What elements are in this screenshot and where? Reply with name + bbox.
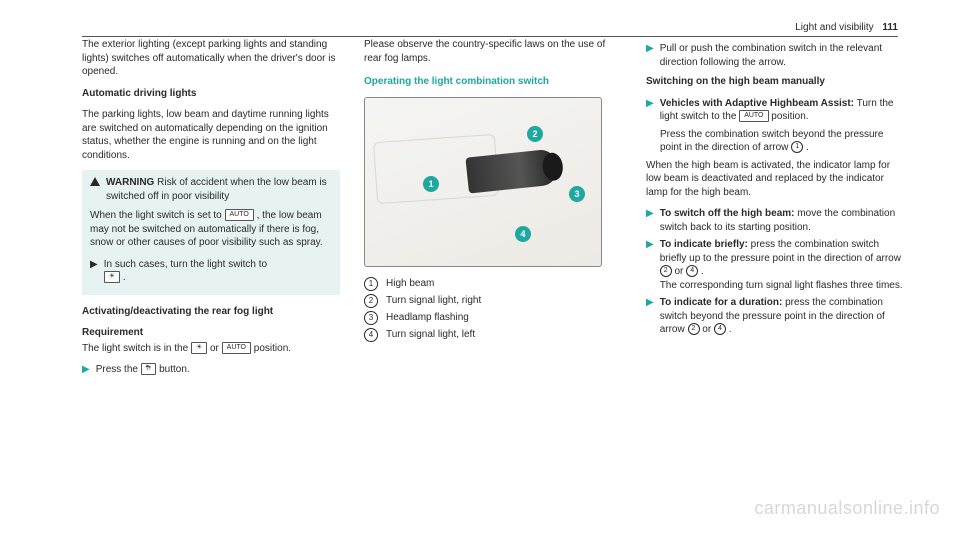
req-or: or <box>210 343 222 354</box>
step-press-beyond-text: Press the combination switch beyond the … <box>660 128 904 155</box>
s5-bold: To indicate briefly: <box>660 239 748 250</box>
auto-icon: AUTO <box>225 209 254 221</box>
heading-combination-switch: Operating the light combination switch <box>364 75 622 89</box>
s5-or: or <box>674 266 686 277</box>
s5-b: . <box>701 266 704 277</box>
warning-lead: WARNING <box>106 177 154 188</box>
s6-b: . <box>729 324 732 335</box>
step-indicate-brief: ▶ To indicate briefly: press the combina… <box>646 238 904 292</box>
legend-num-4: 4 <box>364 328 378 342</box>
req-b: position. <box>254 343 291 354</box>
callout-4: 4 <box>515 226 531 242</box>
heading-auto-driving-lights: Automatic driving lights <box>82 87 340 101</box>
inline-ref-2: 2 <box>660 265 672 277</box>
legend-num-3: 3 <box>364 311 378 325</box>
step-adaptive-text: Vehicles with Adaptive Highbeam Assist: … <box>660 97 904 124</box>
step-arrow-icon: ▶ <box>646 238 654 292</box>
combination-switch-diagram: 1 2 3 4 <box>364 97 602 267</box>
header-section: Light and visibility <box>795 22 873 33</box>
auto-icon: AUTO <box>222 342 251 354</box>
press-button-text: Press the ⛈ button. <box>96 363 190 377</box>
country-laws-text: Please observe the country-specific laws… <box>364 38 622 65</box>
inline-ref-4: 4 <box>714 323 726 335</box>
watermark: carmanualsonline.info <box>754 498 940 519</box>
legend-label-4: Turn signal light, left <box>386 328 475 342</box>
warning-box: WARNING Risk of accident when the low be… <box>82 170 340 295</box>
legend-4: 4 Turn signal light, left <box>364 328 622 342</box>
step-switch-off: ▶ To switch off the high beam: move the … <box>646 207 904 234</box>
callout-3: 3 <box>569 186 585 202</box>
s5-tail: The corresponding turn signal light flas… <box>660 280 903 291</box>
inline-ref-2: 2 <box>688 323 700 335</box>
step-arrow-icon: ▶ <box>90 258 98 285</box>
step-adaptive-assist: ▶ Vehicles with Adaptive Highbeam Assist… <box>646 97 904 124</box>
heading-requirement: Requirement <box>82 326 340 340</box>
warn-step-a: In such cases, turn the light switch to <box>104 259 267 270</box>
s3-a: Press the combination switch beyond the … <box>660 129 883 154</box>
inline-ref-4: 4 <box>686 265 698 277</box>
column-1: The exterior lighting (except parking li… <box>82 38 340 381</box>
legend-2: 2 Turn signal light, right <box>364 294 622 308</box>
s2-b: position. <box>771 111 808 122</box>
callout-2: 2 <box>527 126 543 142</box>
req-a: The light switch is in the <box>82 343 191 354</box>
step-press-beyond: Press the combination switch beyond the … <box>660 128 904 155</box>
step-arrow-icon: ▶ <box>646 97 654 124</box>
intro-text: The exterior lighting (except parking li… <box>82 38 340 79</box>
s6-bold: To indicate for a duration: <box>660 297 783 308</box>
header-page-number: 111 <box>882 22 898 33</box>
s4-bold: To switch off the high beam: <box>660 208 795 219</box>
rearfog-icon: ⛈ <box>141 363 157 375</box>
warning-title-line: WARNING Risk of accident when the low be… <box>106 176 332 203</box>
heading-rear-fog: Activating/deactivating the rear fog lig… <box>82 305 340 319</box>
warning-triangle-icon <box>90 177 100 186</box>
warn-step-b: . <box>123 272 126 283</box>
step-pull-push: ▶ Pull or push the combination switch in… <box>646 42 904 69</box>
press-a: Press the <box>96 364 141 375</box>
step-arrow-icon: ▶ <box>646 42 654 69</box>
step-arrow-icon: ▶ <box>646 207 654 234</box>
step-pull-push-text: Pull or push the combination switch in t… <box>660 42 904 69</box>
legend-num-1: 1 <box>364 277 378 291</box>
lowbeam-icon: ☀ <box>191 342 207 354</box>
auto-icon: AUTO <box>739 110 768 122</box>
header-rule <box>82 36 898 37</box>
warning-body-a: When the light switch is set to <box>90 210 225 221</box>
page-body: The exterior lighting (except parking li… <box>0 0 960 411</box>
s2-bold: Vehicles with Adaptive Highbeam Assist: <box>660 98 854 109</box>
lowbeam-icon: ☀ <box>104 271 120 283</box>
step-arrow-icon: ▶ <box>82 363 90 377</box>
column-3: ▶ Pull or push the combination switch in… <box>646 38 904 381</box>
warning-step-text: In such cases, turn the light switch to … <box>104 258 267 285</box>
step-arrow-icon: ▶ <box>646 296 654 337</box>
s3-b: . <box>806 142 809 153</box>
press-b: button. <box>159 364 190 375</box>
highbeam-activated-body: When the high beam is activated, the ind… <box>646 159 904 200</box>
inline-ref-1: 1 <box>791 141 803 153</box>
step-indicate-duration-text: To indicate for a duration: press the co… <box>660 296 904 337</box>
auto-lights-body: The parking lights, low beam and daytime… <box>82 108 340 162</box>
step-switch-off-text: To switch off the high beam: move the co… <box>660 207 904 234</box>
legend-label-1: High beam <box>386 277 434 291</box>
legend-label-3: Headlamp flashing <box>386 311 469 325</box>
warning-body: When the light switch is set to AUTO , t… <box>90 209 332 250</box>
warning-step: ▶ In such cases, turn the light switch t… <box>90 258 332 285</box>
step-indicate-duration: ▶ To indicate for a duration: press the … <box>646 296 904 337</box>
callout-1: 1 <box>423 176 439 192</box>
step-indicate-brief-text: To indicate briefly: press the combinati… <box>660 238 904 292</box>
legend-3: 3 Headlamp flashing <box>364 311 622 325</box>
legend-1: 1 High beam <box>364 277 622 291</box>
column-2: Please observe the country-specific laws… <box>364 38 622 381</box>
press-button-step: ▶ Press the ⛈ button. <box>82 363 340 377</box>
legend-num-2: 2 <box>364 294 378 308</box>
heading-highbeam-manual: Switching on the high beam manually <box>646 75 904 89</box>
warning-heading: WARNING Risk of accident when the low be… <box>90 176 332 203</box>
requirement-line: The light switch is in the ☀ or AUTO pos… <box>82 342 340 356</box>
page-header: Light and visibility 111 <box>795 22 898 33</box>
legend-label-2: Turn signal light, right <box>386 294 481 308</box>
s6-or: or <box>702 324 714 335</box>
